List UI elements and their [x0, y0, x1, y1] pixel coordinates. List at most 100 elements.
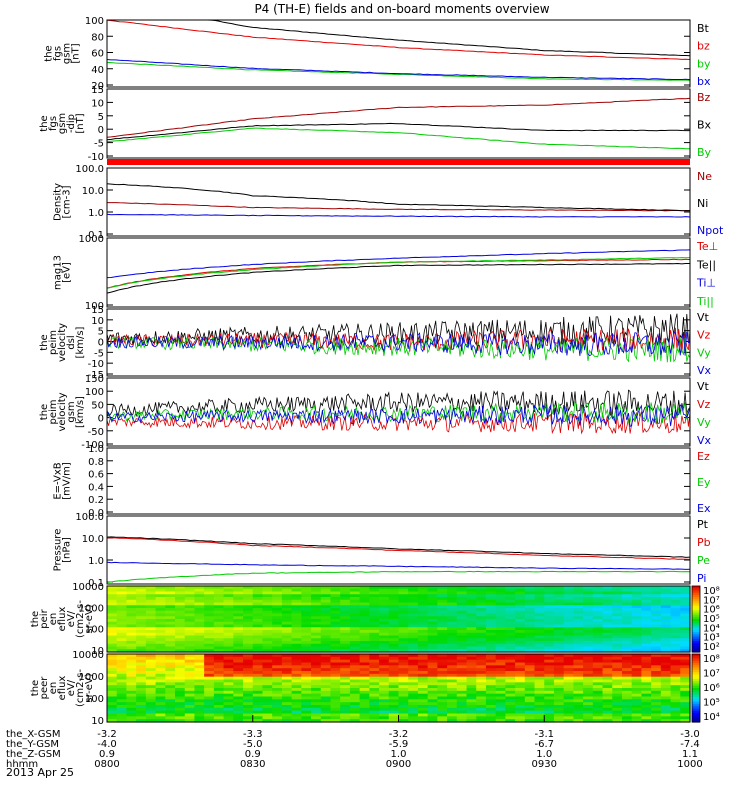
spectrogram-cell: [262, 608, 273, 612]
spectrogram-cell: [252, 707, 264, 712]
spectrogram-cell: [291, 594, 302, 598]
spectrogram-cell: [495, 588, 506, 593]
spectrogram-cell: [107, 632, 118, 637]
y-label-line: the: [39, 115, 50, 131]
spectrogram-cell: [204, 719, 215, 723]
spectrogram-cell: [495, 671, 506, 675]
spectrogram-cell: [602, 597, 613, 601]
spectrogram-cell: [175, 610, 186, 615]
spectrogram-cell: [447, 699, 458, 703]
spectrogram-cell: [281, 591, 293, 595]
spectrogram-cell: [651, 605, 662, 609]
spectrogram-cell: [485, 693, 497, 698]
panel-peer-spectrogram: 10000100010010thepeerenefluxeV/(cm2-s-sr…: [30, 650, 720, 727]
spectrogram-cell: [281, 668, 293, 672]
spectrogram-cell: [262, 699, 273, 703]
spectrogram-cell: [670, 646, 681, 650]
spectrogram-cell: [291, 613, 302, 617]
spectrogram-cell: [408, 613, 419, 617]
spectrogram-cell: [359, 707, 370, 712]
spectrogram-cell: [641, 662, 652, 666]
spectrogram-cell: [233, 716, 244, 720]
spectrogram-cell: [427, 662, 438, 666]
y-label-line: -dip: [66, 114, 77, 133]
spectrogram-cell: [476, 713, 487, 717]
spectrogram-cell: [573, 673, 584, 678]
spectrogram-cell: [437, 608, 448, 612]
spectrogram-cell: [320, 719, 332, 723]
spectrogram-cell: [272, 713, 283, 717]
spectrogram-cell: [204, 688, 215, 692]
spectrogram-cell: [583, 597, 594, 601]
spectrogram-cell: [651, 668, 662, 672]
spectrogram-cell: [602, 605, 613, 609]
spectrogram-cell: [466, 662, 477, 666]
spectrogram-cell: [281, 613, 293, 617]
spectrogram-cell: [369, 638, 380, 642]
spectrogram-cell: [447, 682, 458, 686]
spectrogram-cell: [291, 710, 302, 715]
spectrogram-cell: [641, 641, 652, 645]
spectrogram-cell: [680, 643, 691, 648]
spectrogram-cell: [291, 699, 302, 703]
spectrogram-cell: [417, 659, 429, 664]
spectrogram-cell: [476, 702, 487, 706]
spectrogram-cell: [126, 699, 137, 703]
spectrogram-cell: [670, 716, 681, 720]
spectrogram-cell: [116, 699, 128, 703]
spectrogram-cell: [408, 591, 419, 595]
spectrogram-cell: [680, 616, 691, 620]
spectrogram-cell: [243, 665, 254, 669]
spectrogram-cell: [505, 638, 516, 642]
spectrogram-cell: [204, 599, 215, 604]
spectrogram-cell: [252, 588, 264, 593]
spectrogram-cell: [155, 682, 166, 686]
spectrogram-cell: [427, 656, 438, 661]
spectrogram-cell: [563, 602, 574, 606]
spectrogram-cell: [437, 621, 448, 626]
spectrogram-cell: [417, 693, 429, 698]
spectrogram-cell: [155, 638, 166, 642]
spectrogram-cell: [583, 682, 594, 686]
spectrogram-cell: [466, 690, 477, 695]
spectrogram-cell: [349, 719, 361, 723]
spectrogram-cell: [301, 707, 312, 712]
spectrogram-cell: [602, 699, 613, 703]
spectrogram-cell: [621, 662, 633, 666]
spectrogram-cell: [583, 605, 594, 609]
spectrogram-cell: [680, 716, 691, 720]
spectrogram-cell: [602, 613, 613, 617]
spectrogram-cell: [272, 688, 283, 692]
spectrogram-cell: [631, 716, 643, 720]
spectrogram-cell: [417, 632, 429, 637]
spectrogram-cell: [553, 624, 565, 628]
spectrogram-cell: [165, 597, 176, 601]
spectrogram-cell: [262, 705, 273, 709]
spectrogram-cell: [505, 682, 516, 686]
panel-peir-spectrogram: 10000100010010thepeirenefluxeV/(cm2-s-sr…: [30, 582, 720, 657]
spectrogram-cell: [476, 668, 487, 672]
spectrogram-cell: [126, 610, 137, 615]
spectrogram-cell: [670, 662, 681, 666]
spectrogram-cell: [243, 710, 254, 715]
y-label-line: eV/: [66, 679, 77, 696]
spectrogram-cell: [544, 656, 555, 661]
spectrogram-cell: [107, 699, 118, 703]
spectrogram-cell: [660, 679, 672, 683]
spectrogram-cell: [563, 676, 574, 681]
spectrogram-cell: [369, 693, 380, 698]
spectrogram-cell: [437, 586, 448, 590]
spectrogram-cell: [447, 671, 458, 675]
spectrogram-cell: [660, 602, 672, 606]
x-tick-label: 1000: [677, 759, 702, 770]
spectrogram-cell: [515, 688, 526, 692]
spectrogram-cell: [485, 591, 497, 595]
spectrogram-cell: [544, 591, 555, 595]
spectrogram-cell: [495, 621, 506, 626]
spectrogram-cell: [583, 632, 594, 637]
colorbar-segment: [692, 703, 700, 707]
spectrogram-cell: [204, 710, 215, 715]
spectrogram-cell: [379, 656, 390, 661]
y-axis-label: E=-VxB[mV/m]: [53, 462, 73, 500]
series-line-Pe: [106, 570, 691, 583]
